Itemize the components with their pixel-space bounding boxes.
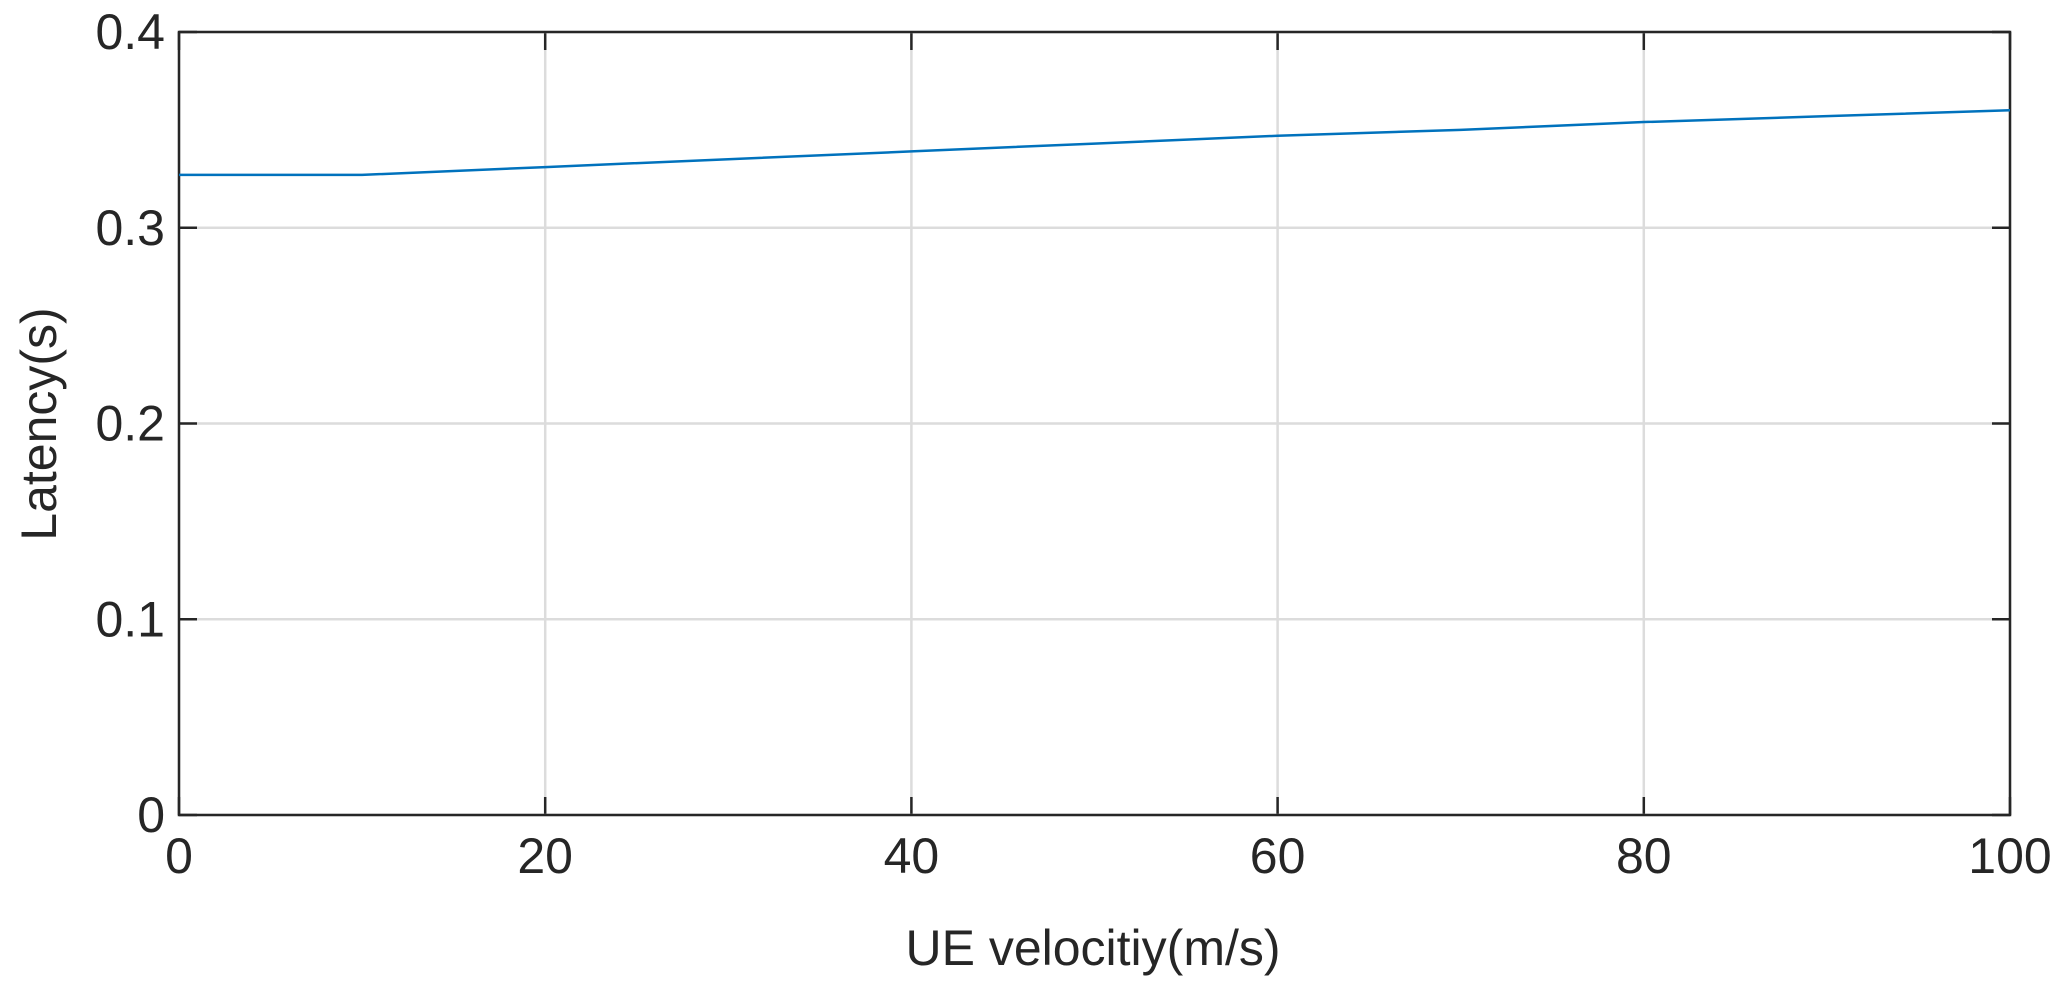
x-tick-label: 60 bbox=[1250, 828, 1306, 884]
y-tick-label: 0.2 bbox=[95, 396, 165, 452]
x-tick-label: 0 bbox=[165, 828, 193, 884]
x-axis-label: UE velocitiy(m/s) bbox=[905, 920, 1280, 976]
x-tick-label: 100 bbox=[1968, 828, 2051, 884]
data-line bbox=[179, 109, 2011, 177]
y-axis-label: Latency(s) bbox=[11, 307, 67, 540]
x-tick-label: 20 bbox=[517, 828, 573, 884]
x-tick-label: 80 bbox=[1616, 828, 1672, 884]
y-tick-label: 0 bbox=[137, 787, 165, 843]
x-tick-label: 40 bbox=[884, 828, 940, 884]
plot-frame bbox=[177, 30, 2012, 817]
y-tick-label: 0.1 bbox=[95, 591, 165, 647]
y-tick-label: 0.3 bbox=[95, 200, 165, 256]
y-tick-label: 0.4 bbox=[95, 4, 165, 60]
